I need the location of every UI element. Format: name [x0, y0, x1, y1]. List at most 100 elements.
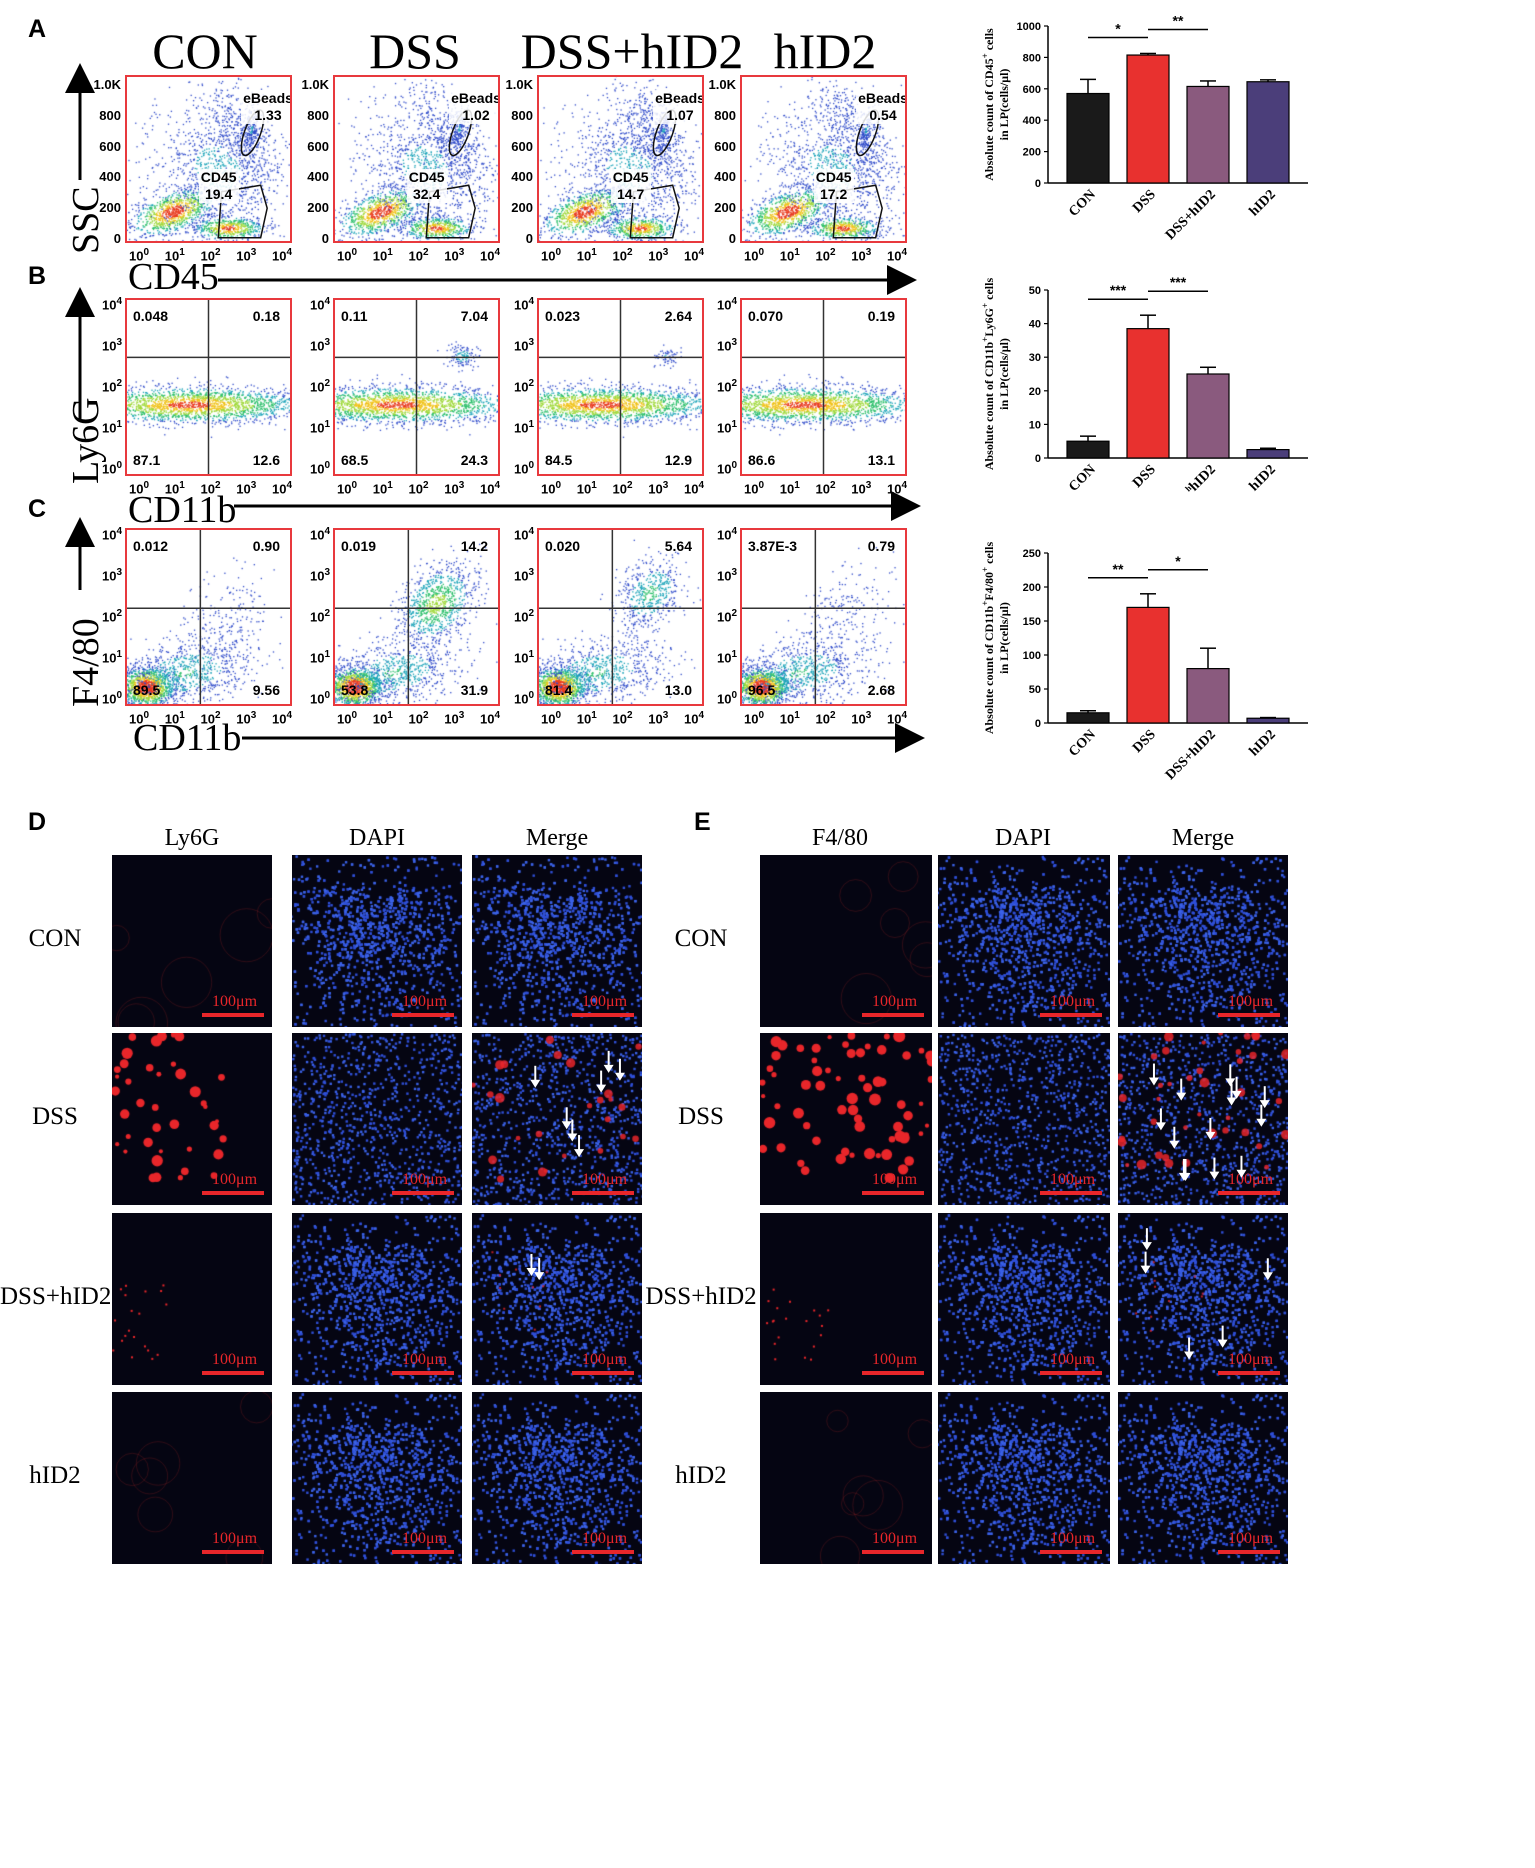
scale-bar-label: 100μm — [1228, 1530, 1274, 1547]
quadrant-value-ur: 0.79 — [867, 538, 895, 554]
x-tick: 102 — [200, 247, 221, 264]
y-tick: 100 — [101, 460, 122, 477]
y-tick: 400 — [99, 169, 121, 185]
x-tick: 101 — [779, 247, 800, 264]
quadrant-value-ur: 14.2 — [460, 538, 488, 554]
y-tick: 102 — [716, 378, 737, 395]
y-tick: 103 — [309, 567, 330, 584]
scale-bar — [1040, 1550, 1102, 1554]
x-tick: 104 — [480, 247, 501, 264]
arrow-annotations — [1148, 1063, 1270, 1182]
arrow-head — [534, 1272, 545, 1281]
y-tick: 104 — [716, 526, 737, 543]
x-tick: 103 — [236, 480, 257, 497]
x-tick: 100 — [744, 247, 765, 264]
micro-image-e-0-0: 100μm — [760, 855, 932, 1027]
scale-bar — [1218, 1371, 1280, 1375]
scale-bar — [862, 1191, 924, 1195]
scale-bar — [392, 1013, 454, 1017]
arrow-head — [574, 1149, 585, 1158]
scale-bar-label: 100μm — [402, 1171, 448, 1188]
y-tick: 101 — [716, 649, 737, 666]
micro-image-d-3-1: 100μm — [292, 1392, 462, 1564]
scale-bar-label: 100μm — [212, 1530, 258, 1547]
scale-bar — [572, 1550, 634, 1554]
x-tick: 104 — [480, 480, 501, 497]
bar — [1066, 712, 1110, 724]
x-tick: 103 — [444, 710, 465, 727]
x-tick: 100 — [129, 480, 150, 497]
quadrant-value-ll: 86.6 — [748, 452, 776, 468]
x-tick: 102 — [612, 480, 633, 497]
scale-bar-label: 100μm — [872, 1530, 918, 1547]
y-tick: 800 — [511, 107, 533, 123]
y-tick: 100 — [716, 690, 737, 707]
scale-bar-label: 100μm — [582, 1171, 628, 1188]
x-tick: 100 — [337, 247, 358, 264]
y-tick-label: 200 — [1023, 582, 1041, 594]
x-tick: 103 — [851, 480, 872, 497]
micro-image-e-2-0: 100μm — [760, 1213, 932, 1385]
x-tick: 104 — [887, 710, 908, 727]
y-tick: 600 — [307, 138, 329, 154]
y-tick-label: 800 — [1023, 52, 1041, 64]
arrow-head — [1205, 1131, 1216, 1140]
y-tick: 200 — [307, 200, 329, 216]
scale-bar — [202, 1550, 264, 1554]
y-tick: 101 — [309, 419, 330, 436]
quadrant-value-ll: 84.5 — [545, 452, 573, 468]
arrow-head — [596, 1084, 607, 1093]
quadrant-value-ur: 7.04 — [460, 308, 488, 324]
y-tick-label: 30 — [1029, 352, 1041, 364]
panel-label-d: D — [28, 808, 47, 836]
category-label: DSS+hID2 — [1163, 187, 1219, 243]
group-heading-hid2: hID2 — [773, 23, 877, 79]
x-tick: 100 — [337, 710, 358, 727]
x-tick: 100 — [541, 247, 562, 264]
category-label: DSS — [1130, 187, 1159, 216]
y-tick: 103 — [101, 567, 122, 584]
x-tick: 102 — [612, 710, 633, 727]
y-axis-label: Absolute count of CD11b+F4/80+ cells — [980, 542, 996, 735]
x-tick: 101 — [576, 480, 597, 497]
y-tick: 104 — [513, 296, 534, 313]
arrow-annotations — [1140, 1228, 1273, 1360]
quadrant-value-ur: 0.18 — [252, 308, 280, 324]
x-tick: 103 — [648, 480, 669, 497]
flow-plot-a-1: eBeads 1.02 CD45 32.4 — [333, 75, 500, 243]
category-label: CON — [1066, 462, 1099, 495]
y-tick: 102 — [716, 608, 737, 625]
scale-bar-label: 100μm — [212, 993, 258, 1010]
scale-bar — [202, 1191, 264, 1195]
x-tick: 104 — [684, 480, 705, 497]
y-tick: 100 — [513, 690, 534, 707]
x-tick: 103 — [851, 710, 872, 727]
beads-gate-label: eBeads 1.07 — [653, 90, 702, 125]
y-tick-label: 250 — [1023, 548, 1041, 560]
y-tick: 200 — [511, 200, 533, 216]
arrow-head — [1236, 1169, 1247, 1178]
y-tick: 400 — [307, 169, 329, 185]
flow-plot-a-3: eBeads 0.54 CD45 17.2 — [740, 75, 907, 243]
scale-bar — [862, 1550, 924, 1554]
micro-row-e-0: CON — [674, 925, 728, 952]
scale-bar-label: 100μm — [1050, 1351, 1096, 1368]
scale-bar-label: 100μm — [1228, 1351, 1274, 1368]
y-tick: 102 — [309, 608, 330, 625]
quadrant-value-ul: 0.019 — [341, 538, 377, 554]
scale-bar — [862, 1371, 924, 1375]
y-tick-label: 100 — [1023, 650, 1041, 662]
y-tick-label: 0 — [1035, 718, 1041, 730]
x-tick: 101 — [372, 247, 393, 264]
y-tick: 104 — [309, 296, 330, 313]
micro-image-e-1-2: 100μm — [1118, 1033, 1288, 1205]
x-tick: 101 — [779, 710, 800, 727]
micro-row-d-0: CON — [28, 925, 82, 952]
y-tick: 104 — [716, 296, 737, 313]
scale-bar-label: 100μm — [1228, 1171, 1274, 1188]
scale-bar-label: 100μm — [582, 1351, 628, 1368]
y-tick: 102 — [513, 378, 534, 395]
arrow-head — [1141, 1242, 1152, 1251]
x-tick: 100 — [744, 710, 765, 727]
bar — [1126, 54, 1170, 184]
